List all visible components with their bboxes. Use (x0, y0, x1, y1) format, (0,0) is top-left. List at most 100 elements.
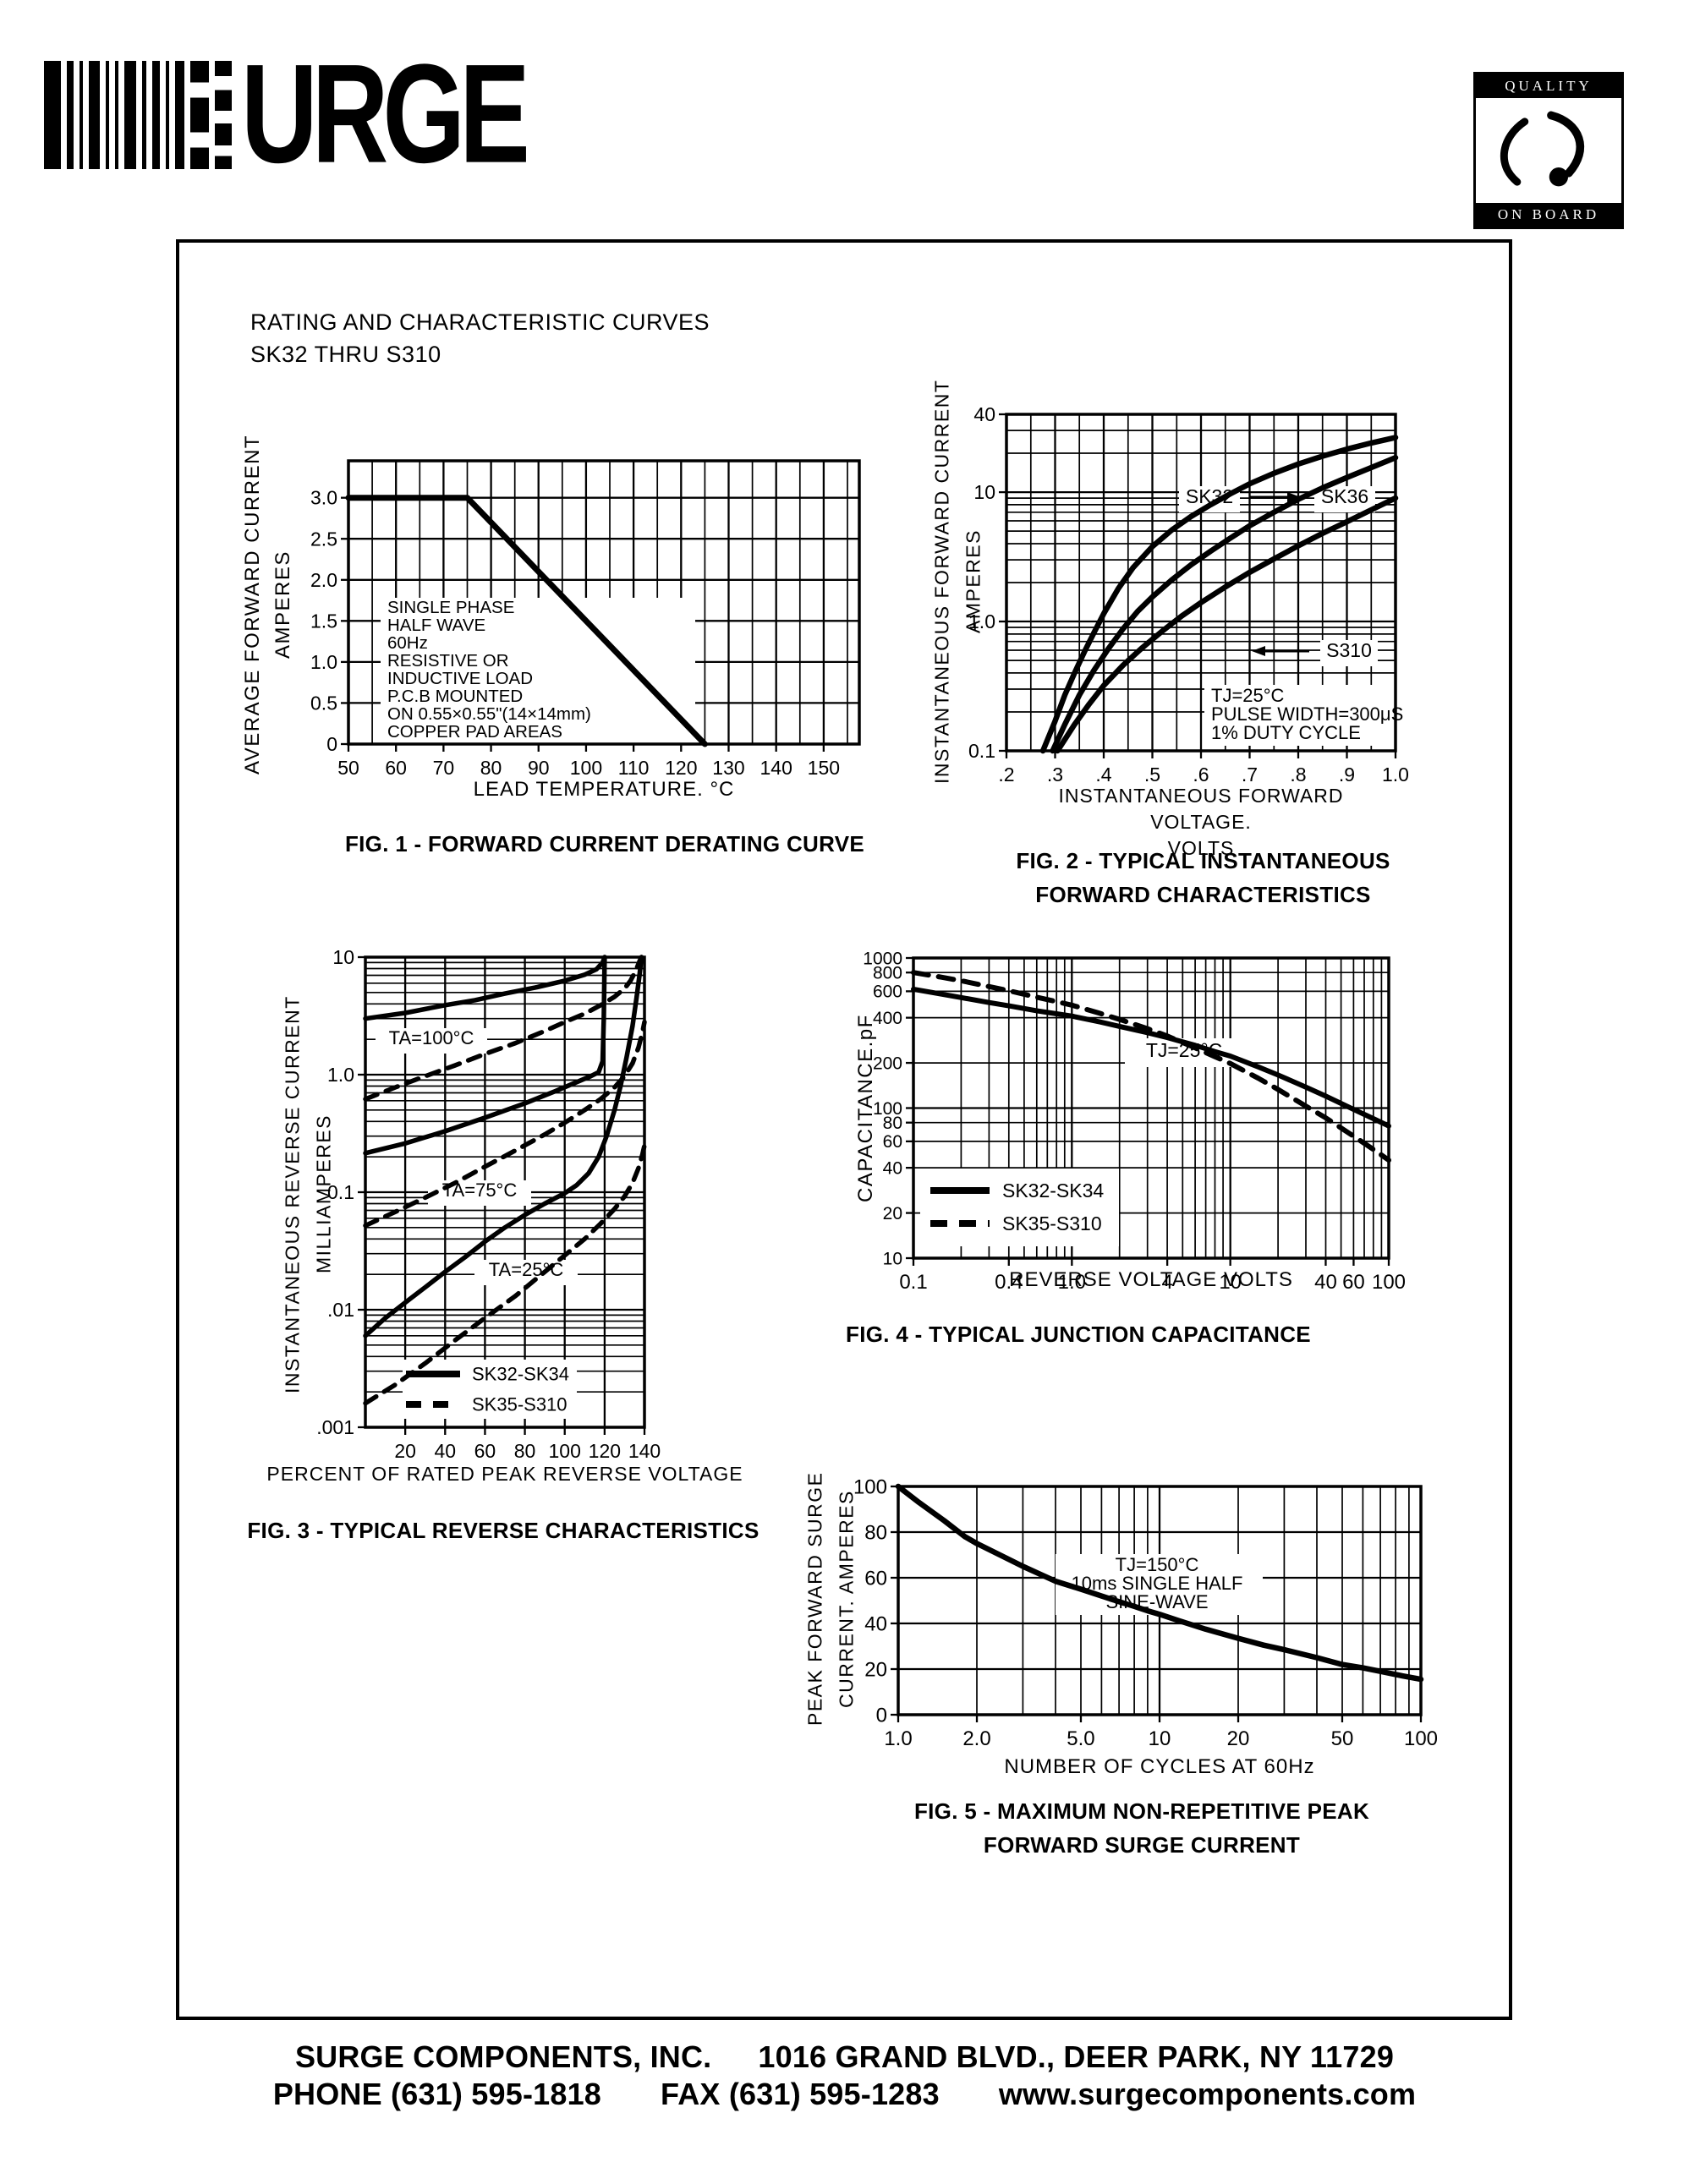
quality-swoosh-icon (1476, 98, 1621, 203)
svg-text:0.5: 0.5 (310, 692, 337, 714)
fig5-chart: TJ=150°C 10ms SINGLE HALF SINE-WAVE 1.0 2.0 5… (829, 1437, 1455, 1776)
barcode-bar (175, 61, 184, 169)
svg-text:40: 40 (434, 1440, 456, 1462)
svg-text:SINGLE PHASE: SINGLE PHASE (387, 598, 514, 617)
svg-text:400: 400 (873, 1009, 902, 1028)
footer-website: www.surgecomponents.com (998, 2077, 1417, 2111)
fig5-caption-line2: FORWARD SURGE CURRENT (983, 1832, 1301, 1858)
barcode-bar (142, 61, 146, 169)
fig5-x-axis-title: NUMBER OF CYCLES AT 60Hz (1004, 1755, 1315, 1778)
svg-text:TJ=25°C: TJ=25°C (1211, 685, 1285, 706)
footer-phone: PHONE (631) 595-1818 (272, 2077, 602, 2111)
barcode-bar (166, 61, 169, 169)
svg-text:60Hz: 60Hz (387, 633, 428, 653)
fig1-x-axis-title: LEAD TEMPERATURE. °C (473, 778, 735, 801)
svg-text:100: 100 (549, 1440, 581, 1462)
svg-text:150: 150 (808, 757, 840, 779)
svg-text:1000: 1000 (863, 949, 902, 968)
svg-text:HALF WAVE: HALF WAVE (387, 616, 485, 635)
footer-company-line: SURGE COMPONENTS, INC. 1016 GRAND BLVD., … (0, 2039, 1689, 2075)
svg-text:2.0: 2.0 (962, 1727, 990, 1750)
barcode-bar (106, 61, 109, 169)
svg-text:SK35-S310: SK35-S310 (472, 1394, 568, 1415)
svg-text:90: 90 (528, 757, 550, 779)
quality-label: QUALITY (1476, 74, 1621, 98)
svg-text:10: 10 (1219, 1271, 1242, 1294)
svg-text:100: 100 (873, 1099, 902, 1119)
svg-text:10: 10 (1149, 1727, 1171, 1750)
fig2-x-axis-title: INSTANTANEOUS FORWARD VOLTAGE. VOLTS (1006, 783, 1396, 862)
svg-text:TA=75°C: TA=75°C (442, 1180, 518, 1201)
barcode-s-bar-icon (215, 61, 232, 169)
page-title-line2: SK32 THRU S310 (250, 342, 441, 367)
barcode-bar (89, 61, 100, 169)
svg-text:120: 120 (589, 1440, 621, 1462)
fig2-chart: TJ=25°C PULSE WIDTH=300μS 1% DUTY CYCLE SK3… (922, 397, 1463, 795)
svg-text:100: 100 (853, 1475, 887, 1498)
svg-text:1.0: 1.0 (310, 651, 337, 673)
svg-text:20: 20 (883, 1204, 902, 1223)
svg-text:110: 110 (618, 757, 650, 779)
fig5-y-axis-label: PEAK FORWARD SURGE (803, 1471, 826, 1727)
svg-text:60: 60 (864, 1567, 887, 1590)
footer-company: SURGE COMPONENTS, INC. (294, 2039, 712, 2074)
svg-text:PULSE WIDTH=300μS: PULSE WIDTH=300μS (1211, 703, 1403, 725)
svg-text:100: 100 (570, 757, 602, 779)
svg-text:TA=100°C: TA=100°C (389, 1027, 474, 1048)
barcode-bar (44, 61, 61, 169)
svg-text:60: 60 (474, 1440, 496, 1462)
svg-text:60: 60 (1342, 1271, 1365, 1294)
svg-text:1.0: 1.0 (884, 1727, 912, 1750)
footer-fax: FAX (631) 595-1283 (661, 2077, 940, 2111)
fig2-x-axis-title-line2: VOLTS (1167, 837, 1235, 859)
footer-contact-line: PHONE (631) 595-1818 FAX (631) 595-1283 ww… (0, 2077, 1689, 2112)
svg-text:TJ=150°C: TJ=150°C (1116, 1554, 1199, 1575)
svg-text:TJ=25°C: TJ=25°C (1146, 1039, 1222, 1061)
barcode-bar (152, 61, 160, 169)
svg-text:20: 20 (394, 1440, 416, 1462)
svg-text:COPPER PAD AREAS: COPPER PAD AREAS (387, 722, 562, 742)
svg-text:50: 50 (1331, 1727, 1354, 1750)
svg-text:20: 20 (1227, 1727, 1250, 1750)
fig3-x-axis-title: PERCENT OF RATED PEAK REVERSE VOLTAGE (266, 1463, 743, 1485)
svg-text:P.C.B MOUNTED: P.C.B MOUNTED (387, 687, 523, 706)
svg-text:TA=25°C: TA=25°C (489, 1259, 564, 1280)
fig1-y-axis-units: AMPERES (271, 550, 294, 659)
fig2-caption-line2: FORWARD CHARACTERISTICS (1035, 882, 1371, 907)
quality-on-board-logo: QUALITY ON BOARD (1473, 72, 1624, 229)
svg-text:100: 100 (1404, 1727, 1438, 1750)
svg-text:1% DUTY CYCLE: 1% DUTY CYCLE (1211, 722, 1361, 743)
svg-text:0: 0 (876, 1704, 887, 1727)
svg-text:.8: .8 (1290, 764, 1306, 785)
footer-address: 1016 GRAND BLVD., DEER PARK, NY 11729 (758, 2039, 1395, 2074)
svg-text:RESISTIVE OR: RESISTIVE OR (387, 651, 509, 671)
fig2-caption-line1: FIG. 2 - TYPICAL INSTANTANEOUS (1016, 848, 1390, 873)
svg-text:40: 40 (973, 403, 995, 425)
svg-text:10ms SINGLE HALF: 10ms SINGLE HALF (1072, 1573, 1243, 1594)
svg-text:10: 10 (332, 946, 354, 968)
svg-text:0: 0 (326, 733, 337, 755)
svg-text:SK32-SK34: SK32-SK34 (472, 1364, 569, 1385)
fig3-chart: TA=100°C TA=75°C TA=25°C SK32-SK34 SK35-S310… (279, 939, 753, 1480)
fig2-caption: FIG. 2 - TYPICAL INSTANTANEOUS FORWARD C… (973, 844, 1434, 911)
svg-text:.7: .7 (1242, 764, 1258, 785)
svg-text:1.0: 1.0 (327, 1064, 354, 1086)
svg-text:5.0: 5.0 (1067, 1727, 1094, 1750)
svg-text:INDUCTIVE LOAD: INDUCTIVE LOAD (387, 669, 533, 688)
svg-text:140: 140 (628, 1440, 661, 1462)
svg-text:10: 10 (883, 1249, 902, 1268)
svg-text:.6: .6 (1193, 764, 1209, 785)
svg-text:140: 140 (760, 757, 792, 779)
page-title-line1: RATING AND CHARACTERISTIC CURVES (250, 309, 710, 335)
fig5-caption-line1: FIG. 5 - MAXIMUM NON-REPETITIVE PEAK (913, 1798, 1370, 1824)
svg-text:1.0: 1.0 (1058, 1271, 1086, 1294)
on-board-label: ON BOARD (1476, 203, 1621, 227)
barcode-bar (67, 61, 74, 169)
svg-text:800: 800 (873, 964, 902, 983)
svg-text:40: 40 (864, 1612, 887, 1635)
surge-wordmark: URGE (241, 36, 530, 193)
svg-text:600: 600 (873, 983, 902, 1002)
fig1-y-axis-label: AVERAGE FORWARD CURRENT (241, 434, 264, 775)
svg-text:80: 80 (514, 1440, 536, 1462)
svg-text:4: 4 (1161, 1271, 1172, 1294)
